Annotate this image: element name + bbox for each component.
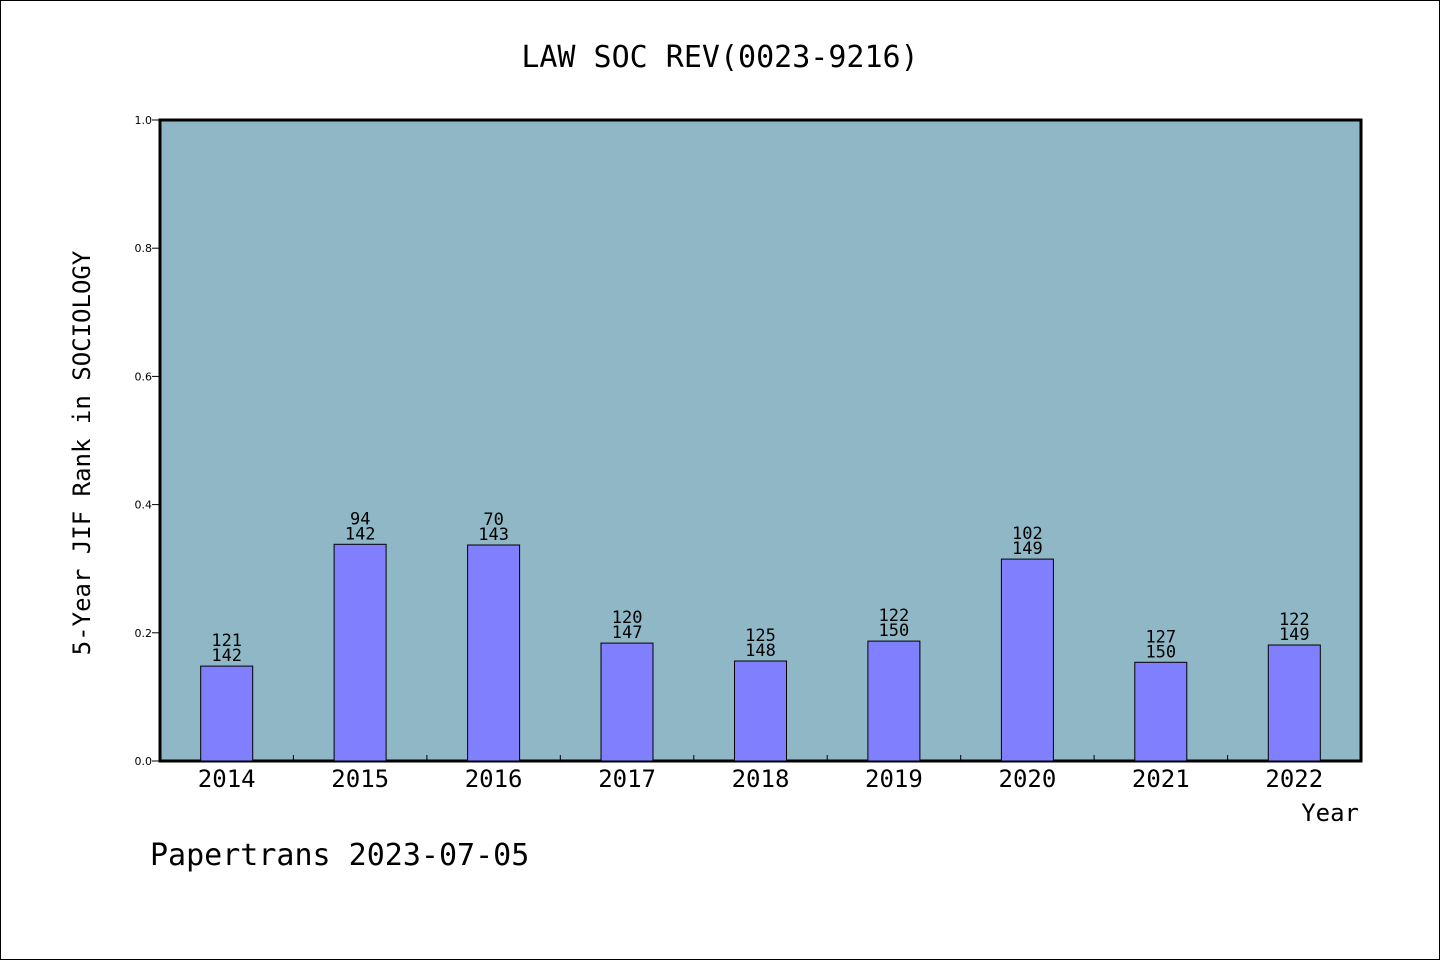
bar-label-total-2022: 149 [1279, 625, 1310, 645]
bar-label-rank-2014: 121 [211, 631, 242, 651]
x-tick-label-2022: 2022 [1265, 765, 1323, 793]
bar-label-total-2017: 147 [612, 623, 643, 643]
x-tick-label-2020: 2020 [999, 765, 1057, 793]
x-tick-label-2018: 2018 [732, 765, 790, 793]
bar-label-total-2019: 150 [879, 621, 910, 641]
y-tick-label-0.4: 0.4 [135, 499, 153, 512]
bar-2021 [1134, 661, 1188, 762]
bar-label-rank-2020: 102 [1012, 524, 1043, 544]
bar-label-total-2016: 143 [478, 525, 509, 545]
bar-2020 [1000, 558, 1054, 762]
bar-label-rank-2022: 122 [1279, 610, 1310, 630]
bar-2017 [600, 642, 654, 762]
x-tick-label-2015: 2015 [331, 765, 389, 793]
x-tick-label-2019: 2019 [865, 765, 923, 793]
bar-label-total-2015: 142 [345, 524, 376, 544]
y-axis-ticks: 0.0 0.2 0.4 0.6 0.8 1.0 [135, 114, 160, 768]
y-tick-label-0.6: 0.6 [135, 370, 153, 383]
chart-title: LAW SOC REV(0023-9216) [521, 40, 918, 75]
bar-2022 [1267, 644, 1321, 762]
bar-2014 [200, 665, 254, 762]
bar-label-total-2020: 149 [1012, 539, 1043, 559]
bar-2018 [734, 660, 787, 762]
x-axis-label: Year [1301, 799, 1359, 827]
bar-label-rank-2015: 94 [350, 509, 370, 529]
y-tick-label-0.0: 0.0 [135, 755, 153, 768]
bar-label-rank-2019: 122 [879, 606, 910, 626]
bar-label-rank-2018: 125 [745, 626, 776, 646]
y-tick-label-1.0: 1.0 [135, 114, 153, 127]
x-axis-ticks: 2014 2015 2016 2017 2018 2019 2020 2021 2022 [198, 755, 1323, 793]
bar-label-rank-2017: 120 [612, 608, 643, 628]
x-tick-label-2014: 2014 [198, 765, 256, 793]
y-tick-label-0.2: 0.2 [135, 627, 153, 640]
x-tick-label-2016: 2016 [465, 765, 523, 793]
bar-2016 [467, 544, 521, 762]
y-axis-label: 5-Year JIF Rank in SOCIOLOGY [68, 250, 96, 655]
x-tick-label-2021: 2021 [1132, 765, 1190, 793]
x-tick-label-2017: 2017 [598, 765, 656, 793]
bar-label-total-2018: 148 [745, 641, 776, 661]
bar-2019 [867, 640, 921, 762]
bar-label-rank-2021: 127 [1145, 627, 1176, 647]
y-tick-label-0.8: 0.8 [135, 242, 153, 255]
footer-stamp: Papertrans 2023-07-05 [150, 838, 529, 873]
bar-label-total-2021: 150 [1145, 642, 1176, 662]
bar-2015 [333, 543, 387, 762]
bar-label-total-2014: 142 [211, 646, 242, 666]
bar-label-rank-2016: 70 [483, 510, 503, 530]
